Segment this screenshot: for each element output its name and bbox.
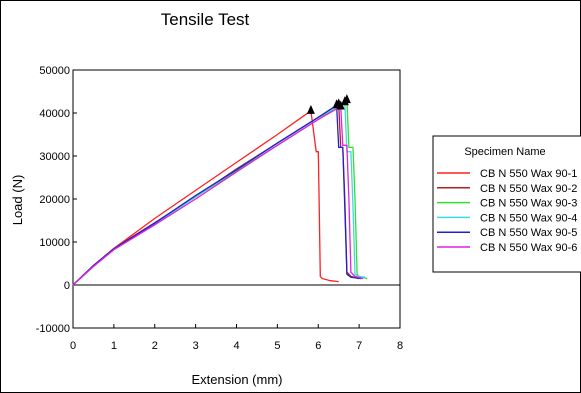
x-axis-title: Extension (mm) bbox=[191, 372, 282, 387]
x-tick-label: 7 bbox=[356, 340, 362, 352]
legend-box bbox=[432, 135, 581, 273]
y-tick-label: 40000 bbox=[39, 108, 70, 120]
y-tick-label: 0 bbox=[64, 280, 70, 292]
legend: Specimen Name CB N 550 Wax 90-1CB N 550 … bbox=[432, 135, 581, 273]
x-tick-label: 4 bbox=[233, 340, 239, 352]
legend-label: CB N 550 Wax 90-5 bbox=[480, 227, 577, 239]
y-tick-label: 20000 bbox=[39, 194, 70, 206]
x-tick-label: 5 bbox=[274, 340, 280, 352]
series-layer bbox=[72, 94, 368, 286]
x-tick-label: 2 bbox=[152, 340, 158, 352]
legend-label: CB N 550 Wax 90-3 bbox=[480, 198, 577, 210]
legend-label: CB N 550 Wax 90-6 bbox=[480, 242, 577, 254]
x-tick-label: 8 bbox=[397, 340, 403, 352]
y-tick-label: 10000 bbox=[39, 237, 70, 249]
legend-label: CB N 550 Wax 90-4 bbox=[480, 212, 577, 224]
legend-title: Specimen Name bbox=[464, 146, 545, 158]
peak-marker bbox=[340, 96, 349, 106]
x-tick-label: 1 bbox=[111, 340, 117, 352]
peak-marker bbox=[306, 104, 315, 114]
y-tick-label: 30000 bbox=[39, 151, 70, 163]
y-axis-title: Load (N) bbox=[10, 175, 25, 226]
series-line bbox=[72, 105, 364, 286]
legend-label: CB N 550 Wax 90-2 bbox=[480, 183, 577, 195]
legend-label: CB N 550 Wax 90-1 bbox=[480, 168, 577, 180]
x-tick-label: 3 bbox=[193, 340, 199, 352]
peak-marker bbox=[336, 100, 345, 110]
legend-items: CB N 550 Wax 90-1 CB N 550 Wax 90-2 CB N 5… bbox=[437, 168, 577, 254]
y-tick-label: 50000 bbox=[39, 65, 70, 77]
plot-area bbox=[72, 69, 401, 329]
x-tick-label: 6 bbox=[315, 340, 321, 352]
x-axis-ticks: 0 1 2 3 4 5 6 7 8 bbox=[70, 324, 403, 352]
y-tick-label: -10000 bbox=[36, 323, 70, 335]
chart-title: Tensile Test bbox=[161, 10, 250, 29]
series-line bbox=[72, 104, 362, 286]
x-tick-label: 0 bbox=[70, 340, 76, 352]
y-axis-ticks: -10000 0 10000 20000 30000 40000 50000 bbox=[36, 65, 77, 335]
